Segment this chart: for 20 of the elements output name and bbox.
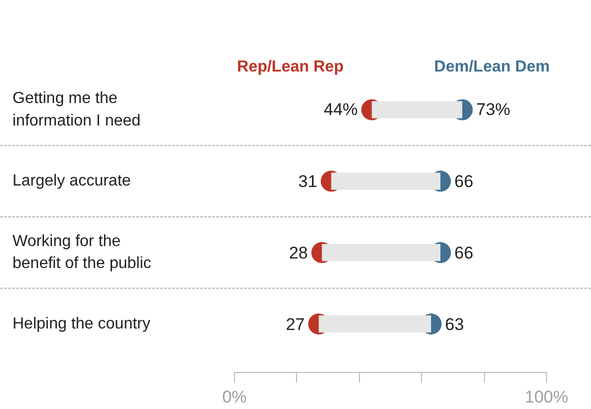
data-label: 63	[445, 314, 464, 334]
data-label: 66	[454, 172, 474, 192]
y-tick-label: Largely accurate	[12, 172, 131, 190]
bar	[372, 101, 462, 118]
y-tick-label: Working for the benefit of the public	[12, 232, 152, 272]
bar	[322, 244, 440, 262]
y-tick-label: Getting me the information I need	[12, 90, 141, 130]
data-label: 27	[286, 314, 305, 334]
data-label: 31	[298, 172, 318, 192]
data-label: 73%	[476, 100, 510, 120]
bar	[318, 315, 432, 333]
text: Rep/Lean Rep	[237, 58, 344, 76]
y-tick-label: Helping the country	[12, 315, 150, 332]
bar	[331, 172, 440, 190]
x-tick-label: 100%	[524, 388, 568, 406]
x-tick-label: 0%	[222, 388, 247, 406]
data-label: 66	[454, 244, 474, 263]
data-label: 44%	[324, 100, 358, 120]
text: Dem/Lean Dem	[434, 58, 550, 76]
data-label: 28	[288, 244, 308, 263]
